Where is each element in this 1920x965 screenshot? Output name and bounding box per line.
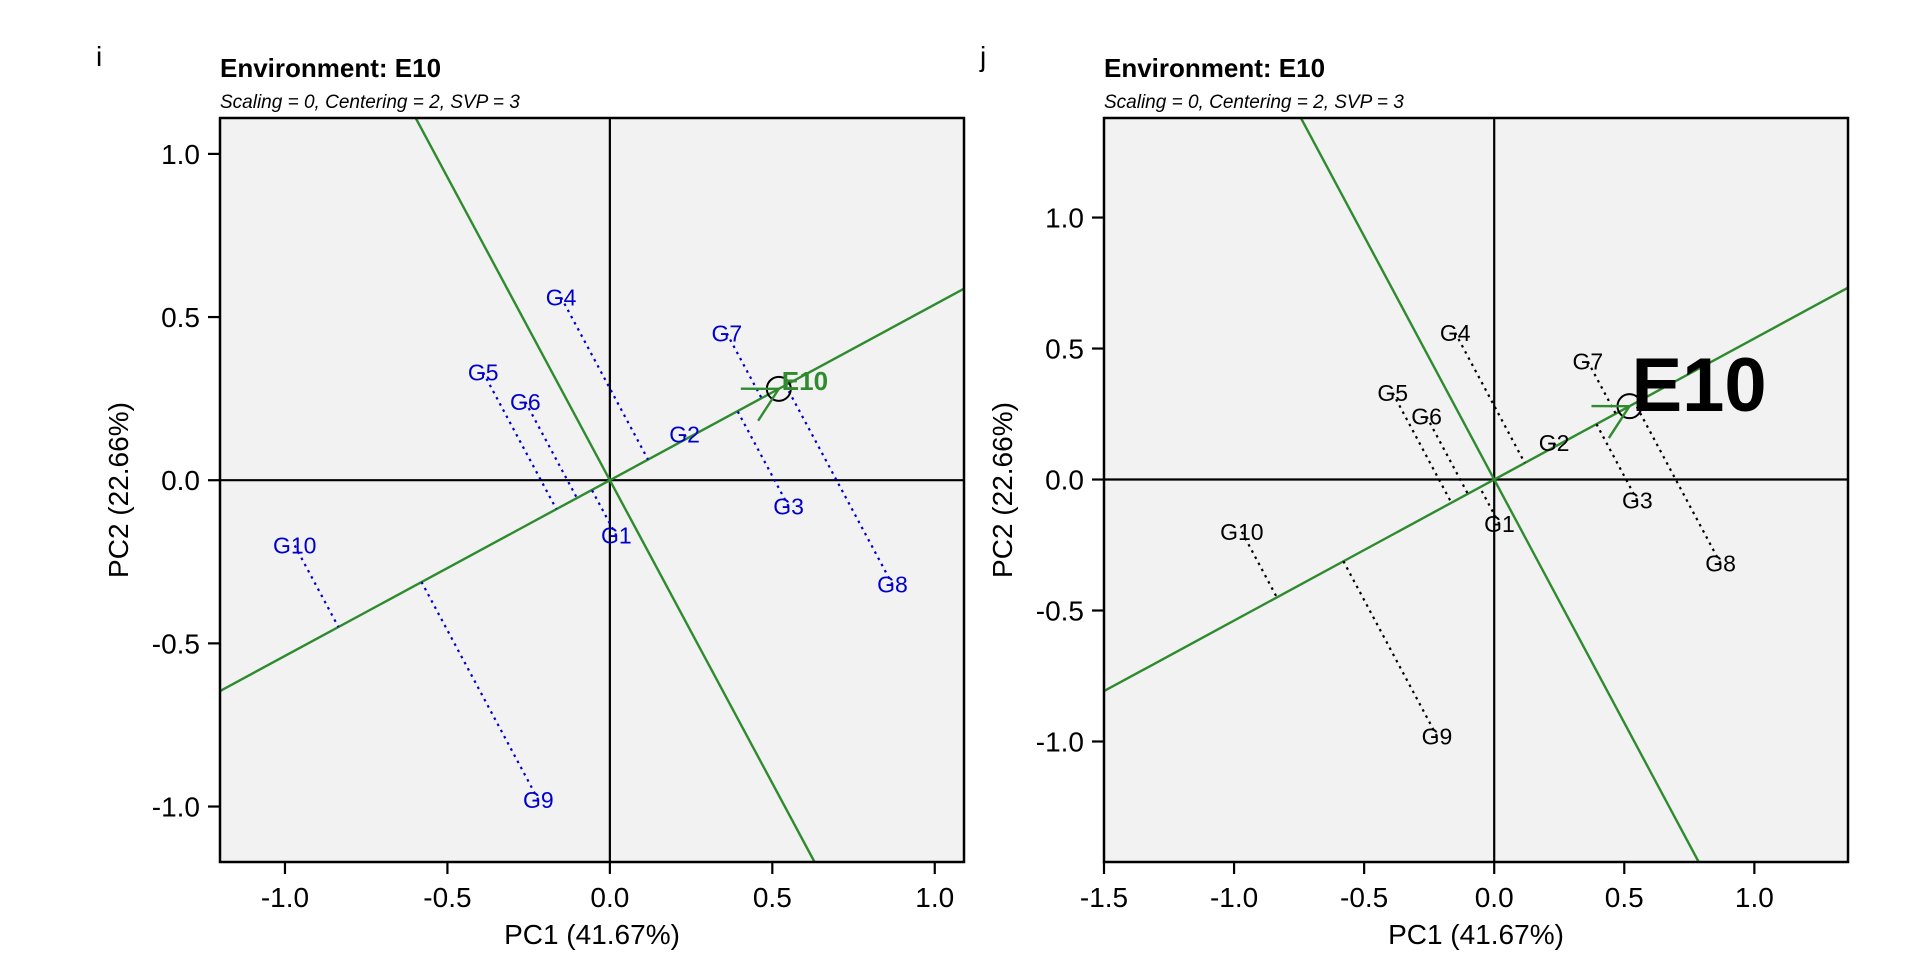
chart-title: Environment: E10	[220, 53, 441, 83]
genotype-label: G8	[877, 572, 908, 598]
x-tick-label: 1.0	[1735, 882, 1774, 913]
genotype-label: G9	[523, 787, 554, 813]
x-tick-label: -0.5	[1340, 882, 1388, 913]
x-tick-label: -1.5	[1080, 882, 1128, 913]
genotype-label: G6	[1411, 404, 1442, 430]
x-tick-label: -1.0	[1210, 882, 1258, 913]
environment-label: E10	[782, 366, 828, 396]
genotype-label: G4	[546, 284, 577, 310]
genotype-label: G2	[1539, 430, 1570, 456]
panel-label: j	[979, 41, 986, 72]
genotype-label: G1	[1484, 511, 1515, 537]
chart-subtitle: Scaling = 0, Centering = 2, SVP = 3	[1104, 92, 1404, 113]
y-tick-label: -1.0	[152, 792, 200, 823]
y-tick-label: 1.0	[1045, 203, 1084, 234]
y-tick-label: -0.5	[152, 628, 200, 659]
y-axis-label: PC2 (22.66%)	[103, 402, 134, 578]
y-tick-label: -0.5	[1036, 596, 1084, 627]
x-axis-label: PC1 (41.67%)	[1388, 919, 1564, 950]
genotype-label: G10	[273, 532, 316, 558]
x-tick-label: -1.0	[261, 882, 309, 913]
genotype-label: G8	[1705, 550, 1736, 576]
y-tick-label: 0.5	[161, 302, 200, 333]
x-axis-label: PC1 (41.67%)	[504, 919, 680, 950]
y-tick-label: 0.0	[161, 465, 200, 496]
genotype-label: G5	[468, 360, 499, 386]
x-tick-label: 0.5	[753, 882, 792, 913]
x-tick-label: 0.0	[1475, 882, 1514, 913]
x-tick-label: -0.5	[423, 882, 471, 913]
y-tick-label: -1.0	[1036, 726, 1084, 757]
chart-subtitle: Scaling = 0, Centering = 2, SVP = 3	[220, 92, 520, 113]
y-tick-label: 1.0	[161, 139, 200, 170]
y-tick-label: 0.0	[1045, 465, 1084, 496]
genotype-label: G6	[510, 389, 541, 415]
panel-j: j Environment: E10 Scaling = 0, Centerin…	[979, 41, 1848, 950]
x-tick-label: 0.5	[1605, 882, 1644, 913]
x-tick-label: 0.0	[590, 882, 629, 913]
panel-label: i	[96, 41, 102, 72]
genotype-label: G7	[711, 320, 742, 346]
genotype-label: G3	[773, 493, 804, 519]
chart-title: Environment: E10	[1104, 53, 1325, 83]
genotype-label: G1	[601, 523, 632, 549]
y-axis-label: PC2 (22.66%)	[987, 402, 1018, 578]
environment-label: E10	[1631, 343, 1766, 428]
x-tick-label: 1.0	[915, 882, 954, 913]
genotype-label: G5	[1377, 380, 1408, 406]
genotype-label: G10	[1220, 519, 1263, 545]
genotype-label: G4	[1440, 320, 1471, 346]
genotype-label: G2	[669, 422, 700, 448]
genotype-label: G3	[1622, 487, 1653, 513]
genotype-label: G9	[1422, 723, 1453, 749]
y-tick-label: 0.5	[1045, 334, 1084, 365]
genotype-label: G7	[1573, 349, 1604, 375]
panel-i: i Environment: E10 Scaling = 0, Centerin…	[96, 41, 964, 950]
